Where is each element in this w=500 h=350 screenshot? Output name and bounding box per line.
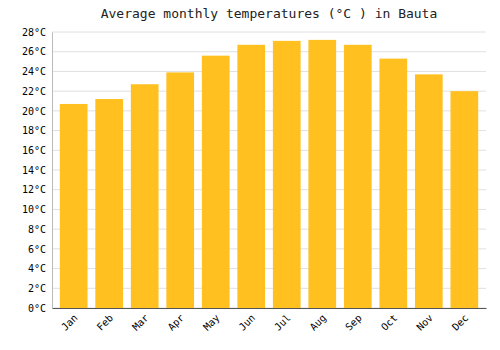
x-tick: Oct bbox=[379, 312, 400, 333]
grid-line bbox=[52, 51, 486, 52]
bar bbox=[450, 91, 478, 308]
y-tick-label: 24°C bbox=[22, 66, 46, 77]
y-tick: 2°C bbox=[28, 283, 46, 294]
y-tick-label: 10°C bbox=[22, 204, 46, 215]
y-tick: 20°C bbox=[22, 106, 46, 117]
y-tick: 28°C bbox=[22, 27, 46, 38]
x-tick: Aug bbox=[308, 312, 329, 333]
y-tick: 18°C bbox=[22, 125, 46, 136]
bar bbox=[202, 56, 230, 308]
y-tick: 12°C bbox=[22, 184, 46, 195]
bar bbox=[166, 72, 194, 308]
x-tick-label: Apr bbox=[166, 312, 187, 333]
x-tick-label: Oct bbox=[379, 312, 400, 333]
x-tick: Jul bbox=[272, 312, 293, 333]
chart: Jan Feb Mar Apr May Jun Jul Aug Sep Oct Nov Dec 0°C 2… bbox=[0, 0, 500, 350]
bar bbox=[237, 45, 265, 308]
x-tick: Mar bbox=[130, 312, 151, 333]
bar bbox=[131, 84, 159, 308]
y-tick: 8°C bbox=[28, 224, 46, 235]
bar bbox=[344, 45, 372, 308]
y-tick: 22°C bbox=[22, 86, 46, 97]
y-tick-label: 2°C bbox=[28, 283, 46, 294]
y-tick-label: 28°C bbox=[22, 27, 46, 38]
y-tick: 24°C bbox=[22, 66, 46, 77]
x-axis: Jan Feb Mar Apr May Jun Jul Aug Sep Oct Nov Dec bbox=[53, 309, 487, 333]
y-tick-label: 16°C bbox=[22, 145, 46, 156]
title: Average monthly temperatures (°C ) in Ba… bbox=[101, 6, 438, 21]
y-tick: 0°C bbox=[28, 303, 46, 314]
x-tick: Sep bbox=[343, 312, 364, 333]
grid bbox=[52, 32, 486, 308]
x-tick: May bbox=[201, 312, 222, 333]
y-tick: 16°C bbox=[22, 145, 46, 156]
x-tick-label: Dec bbox=[450, 312, 471, 333]
plot-area bbox=[60, 40, 478, 308]
x-tick: Jun bbox=[237, 312, 258, 333]
y-tick: 6°C bbox=[28, 244, 46, 255]
x-tick-label: Nov bbox=[414, 312, 435, 333]
x-tick-label: Sep bbox=[343, 312, 364, 333]
bar bbox=[308, 40, 336, 308]
x-tick-label: Jan bbox=[59, 312, 80, 333]
y-tick-label: 12°C bbox=[22, 184, 46, 195]
y-axis-line bbox=[52, 33, 53, 309]
y-axis: 0°C 2°C 4°C 6°C 8°C 10°C 12°C 14°C 16°C 18°C 20°C 2… bbox=[22, 27, 53, 314]
y-tick-label: 0°C bbox=[28, 303, 46, 314]
bar bbox=[379, 59, 407, 308]
x-tick: Jan bbox=[59, 312, 80, 333]
y-tick: 4°C bbox=[28, 263, 46, 274]
x-tick: Apr bbox=[166, 312, 187, 333]
y-tick-label: 22°C bbox=[22, 86, 46, 97]
grid-line bbox=[52, 32, 486, 33]
y-tick-label: 8°C bbox=[28, 224, 46, 235]
y-tick-label: 6°C bbox=[28, 244, 46, 255]
y-tick: 26°C bbox=[22, 46, 46, 57]
x-tick-label: Jun bbox=[237, 312, 258, 333]
y-tick-label: 18°C bbox=[22, 125, 46, 136]
x-axis-line bbox=[53, 308, 487, 309]
x-tick-label: Mar bbox=[130, 312, 151, 333]
y-tick-label: 26°C bbox=[22, 46, 46, 57]
y-tick: 10°C bbox=[22, 204, 46, 215]
x-tick-label: Jul bbox=[272, 312, 293, 333]
x-tick-label: May bbox=[201, 312, 222, 333]
bar bbox=[95, 99, 123, 308]
x-tick: Nov bbox=[414, 312, 435, 333]
y-tick-label: 4°C bbox=[28, 263, 46, 274]
y-tick: 14°C bbox=[22, 165, 46, 176]
grid-line bbox=[52, 71, 486, 72]
bar bbox=[415, 74, 443, 308]
x-tick-label: Aug bbox=[308, 312, 329, 333]
x-tick: Dec bbox=[450, 312, 471, 333]
bar bbox=[60, 104, 88, 308]
y-tick-label: 14°C bbox=[22, 165, 46, 176]
x-tick: Feb bbox=[95, 312, 116, 333]
y-tick-label: 20°C bbox=[22, 106, 46, 117]
x-tick-label: Feb bbox=[95, 312, 116, 333]
bar bbox=[273, 41, 301, 308]
